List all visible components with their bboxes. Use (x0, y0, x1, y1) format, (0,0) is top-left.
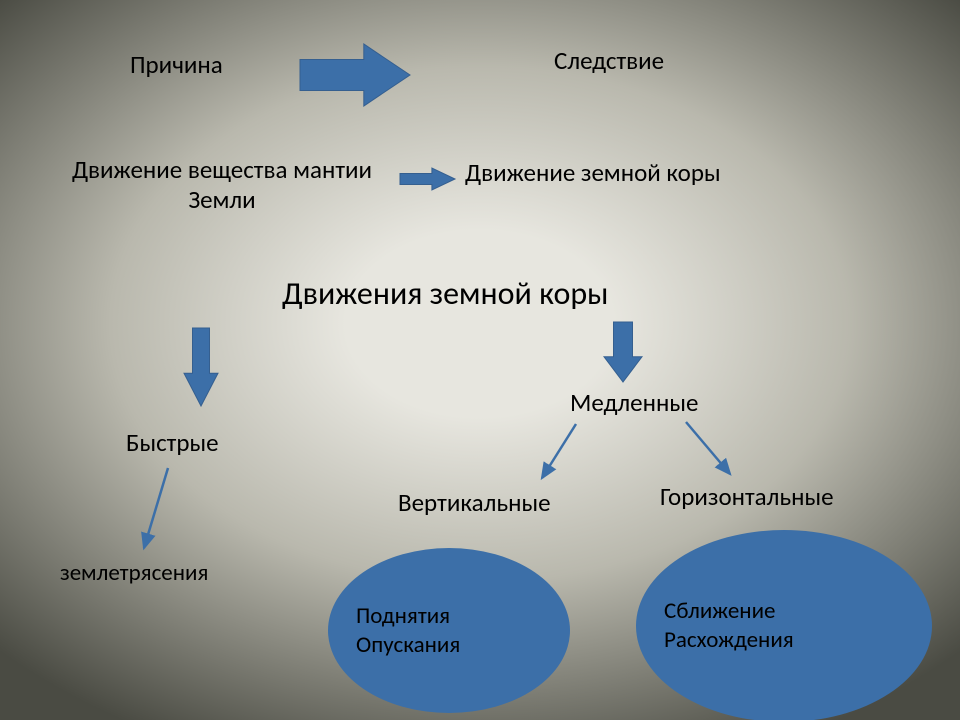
fast-to-earthquakes-arrow (134, 458, 178, 558)
uplift-subsidence-ellipse-text: Поднятия Опускания (356, 602, 570, 660)
convergence-divergence-ellipse: Сближение Расхождения (636, 530, 932, 720)
horizontal-label: Горизонтальные (660, 482, 834, 512)
mantle-motion-label: Движение вещества мантии Земли (62, 155, 382, 215)
effect-label: Следствие (554, 46, 664, 76)
earthquakes-label: землетрясения (60, 560, 208, 588)
fast-label: Быстрые (126, 428, 219, 458)
uplift-subsidence-ellipse: Поднятия Опускания (328, 548, 570, 713)
mantle-to-crust-arrow (400, 168, 455, 190)
diagram-stage: Причина Следствие Движение вещества мантии… (0, 0, 960, 720)
title-to-slow-arrow (604, 322, 642, 382)
convergence-divergence-ellipse-text: Сближение Расхождения (664, 597, 932, 655)
cause-to-effect-arrow (300, 44, 410, 106)
vertical-label: Вертикальные (398, 488, 551, 518)
crust-motion-label: Движение земной коры (465, 158, 721, 188)
title-to-fast-arrow (184, 328, 218, 406)
slow-to-vertical-arrow (532, 414, 586, 488)
diagram-title: Движения земной коры (282, 275, 608, 313)
slow-to-horizontal-arrow (676, 412, 740, 484)
cause-label: Причина (130, 50, 223, 80)
